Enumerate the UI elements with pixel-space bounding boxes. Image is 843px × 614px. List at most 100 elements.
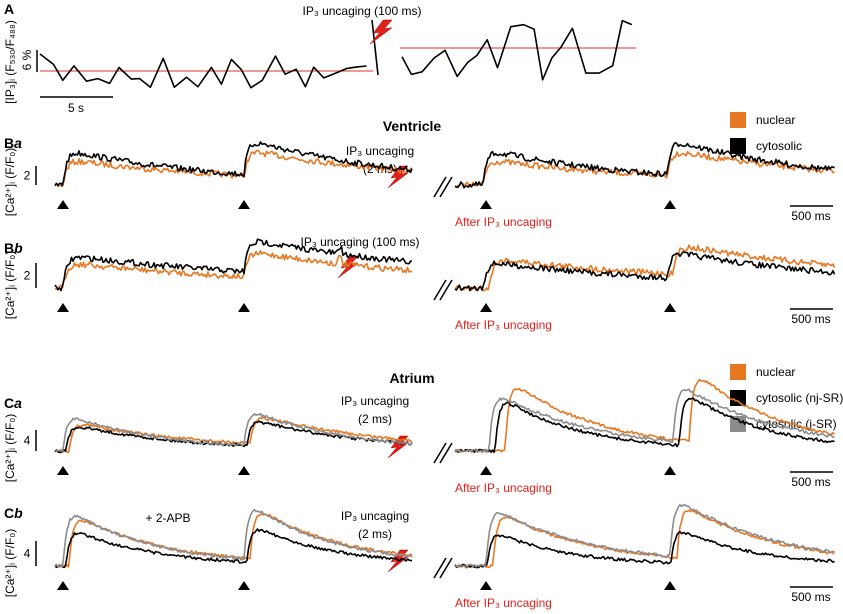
- legend-swatch: [730, 364, 746, 380]
- scale-label: 4: [24, 434, 31, 448]
- calcium-trace: [454, 388, 835, 453]
- after-label: After IP₃ uncaging: [455, 481, 552, 495]
- legend-label: nuclear: [756, 365, 795, 379]
- annotation: IP₃ uncaging: [341, 394, 409, 408]
- calcium-trace: [54, 238, 413, 292]
- scale-label: 500 ms: [791, 475, 830, 489]
- annotation: (2 ms): [358, 412, 392, 426]
- panel-sub: b: [14, 240, 23, 256]
- after-label: After IP₃ uncaging: [455, 596, 552, 610]
- annotation: IP₃ uncaging: [341, 509, 409, 523]
- after-label: After IP₃ uncaging: [455, 215, 552, 229]
- panel-label: A: [4, 1, 14, 17]
- calcium-trace: [54, 250, 413, 291]
- scale-label: 6 %: [20, 49, 34, 70]
- panel-sub: b: [14, 505, 23, 521]
- annotation: IP₃ uncaging (100 ms): [301, 235, 420, 249]
- y-label: [Ca²⁺]ᵢ (F/F₀): [3, 148, 17, 217]
- calcium-trace: [54, 141, 413, 187]
- section-title: Atrium: [389, 370, 434, 386]
- axis-break: [439, 557, 453, 579]
- calcium-trace: [454, 397, 835, 453]
- legend-label: cytosolic (j-SR): [756, 417, 837, 431]
- uncaging-bolt: [369, 19, 393, 45]
- axis-break: [439, 279, 453, 301]
- axis-break: [433, 176, 447, 198]
- calcium-trace: [54, 508, 413, 568]
- panel-label: Ba: [4, 135, 22, 151]
- calcium-trace: [454, 251, 836, 292]
- calcium-trace: [454, 504, 835, 568]
- axis-break: [433, 442, 447, 464]
- axis-break: [439, 176, 453, 198]
- ip3-trace: [39, 53, 367, 89]
- annotation: (2 ms): [358, 527, 392, 541]
- calcium-trace: [454, 244, 836, 292]
- legend-swatch: [730, 390, 746, 406]
- calcium-trace: [54, 528, 412, 569]
- stimulus-marker: [480, 581, 492, 590]
- panel-sub: a: [14, 395, 22, 411]
- stimulus-marker: [480, 466, 492, 475]
- legend-label: cytosolic: [756, 139, 802, 153]
- panel-label: Ca: [4, 395, 22, 411]
- ip3-trace: [401, 19, 633, 81]
- axis-break: [439, 442, 453, 464]
- panel-letter: C: [4, 395, 14, 411]
- stimulus-marker: [480, 200, 492, 209]
- scale-label: 500 ms: [791, 209, 830, 223]
- calcium-trace: [454, 378, 836, 454]
- panel-letter: B: [4, 240, 14, 256]
- scale-label: 4: [24, 547, 31, 561]
- stimulus-marker: [664, 303, 676, 312]
- calcium-trace: [54, 412, 413, 453]
- panel-letter: B: [4, 135, 14, 151]
- panel-label: Bb: [4, 240, 23, 256]
- panel-sub: a: [14, 135, 22, 151]
- stimulus-marker: [57, 200, 69, 209]
- y-label: [Ca²⁺]ᵢ (F/F₀): [3, 414, 17, 483]
- section-title: Ventricle: [383, 118, 442, 134]
- legend-swatch: [730, 112, 746, 128]
- ip3-trace: [371, 19, 379, 76]
- after-label: After IP₃ uncaging: [455, 318, 552, 332]
- scale-label: 500 ms: [791, 312, 830, 326]
- stimulus-marker: [480, 303, 492, 312]
- annotation: IP₃ uncaging (100 ms): [303, 4, 422, 18]
- scale-label: 2: [24, 169, 31, 183]
- panel-letter: C: [4, 505, 14, 521]
- annotation: IP₃ uncaging: [346, 144, 414, 158]
- calcium-trace: [54, 416, 413, 454]
- legend-label: cytosolic (nj-SR): [756, 391, 843, 405]
- axis-break: [433, 279, 447, 301]
- scale-label: 2: [24, 269, 31, 283]
- calcium-trace: [54, 420, 413, 454]
- scale-label: 500 ms: [791, 590, 830, 604]
- annotation: + 2-APB: [145, 511, 190, 525]
- stimulus-marker: [238, 303, 250, 312]
- axis-break: [433, 557, 447, 579]
- calcium-trace: [454, 141, 835, 189]
- stimulus-marker: [57, 303, 69, 312]
- legend-swatch: [730, 416, 746, 432]
- stimulus-marker: [238, 581, 250, 590]
- y-label: [Ca²⁺]ᵢ (F/F₀): [3, 529, 17, 598]
- y-label: [Ca²⁺]ᵢ (F/F₀): [3, 251, 17, 320]
- uncaging-bolt: [387, 435, 409, 459]
- legend-label: nuclear: [756, 113, 795, 127]
- legend-swatch: [730, 138, 746, 154]
- stimulus-marker: [57, 581, 69, 590]
- scale-label: 5 s: [68, 101, 84, 115]
- stimulus-marker: [57, 466, 69, 475]
- panel-label: Cb: [4, 505, 23, 521]
- y-label: [IP₃]ᵢ (F₅₃₀/F₄₈₈): [3, 20, 17, 104]
- stimulus-marker: [238, 200, 250, 209]
- stimulus-marker: [238, 466, 250, 475]
- calcium-trace: [454, 509, 835, 569]
- stimulus-marker: [664, 200, 676, 209]
- stimulus-marker: [664, 581, 676, 590]
- stimulus-marker: [664, 466, 676, 475]
- calcium-trace: [454, 150, 835, 189]
